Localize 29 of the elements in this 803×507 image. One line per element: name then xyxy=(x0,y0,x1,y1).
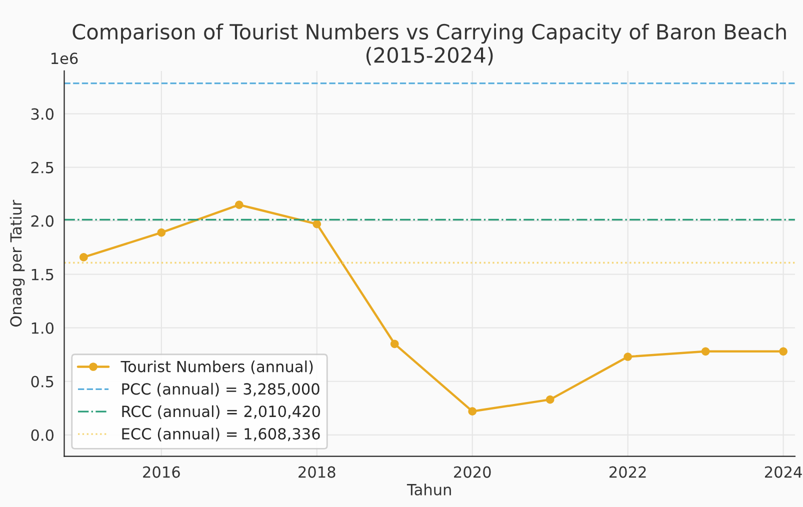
x-tick-label: 2016 xyxy=(143,466,180,478)
point xyxy=(779,347,788,356)
legend-label: Tourist Numbers (annual) xyxy=(120,360,313,374)
y-tick-label: 1.5 xyxy=(32,269,54,280)
point xyxy=(312,220,322,228)
legend-label: ECC (annual) = 1,608,336 xyxy=(122,428,320,442)
point xyxy=(80,253,88,262)
y-tick-label: 2.5 xyxy=(31,162,54,174)
x-tick-label: 2018 xyxy=(298,466,336,478)
point xyxy=(546,395,554,404)
x-tick-label: 2024 xyxy=(764,466,802,478)
point xyxy=(624,352,632,361)
y-tick-label: 0.5 xyxy=(31,376,54,388)
y-tick-label: 3.0 xyxy=(31,108,54,120)
x-tick-label: 2020 xyxy=(454,466,491,478)
point xyxy=(701,347,710,356)
point xyxy=(468,407,477,416)
point xyxy=(234,200,244,209)
y-tick-label: 0.0 xyxy=(31,429,54,441)
x-tick-label: 2022 xyxy=(610,466,646,478)
y-tick-label: 2.0 xyxy=(31,215,54,227)
legend-label: RCC (annual) = 2,010,420 xyxy=(122,405,320,419)
y-tick-label: 1.0 xyxy=(32,322,54,334)
y-axis-title: Onaag per Tatiur xyxy=(10,200,25,327)
point xyxy=(390,340,399,348)
x-axis-title: Tahun xyxy=(406,484,451,496)
point xyxy=(157,228,166,237)
legend-label: PCC (annual) = 3,285,000 xyxy=(122,382,320,397)
text: 1e6 xyxy=(51,52,78,64)
